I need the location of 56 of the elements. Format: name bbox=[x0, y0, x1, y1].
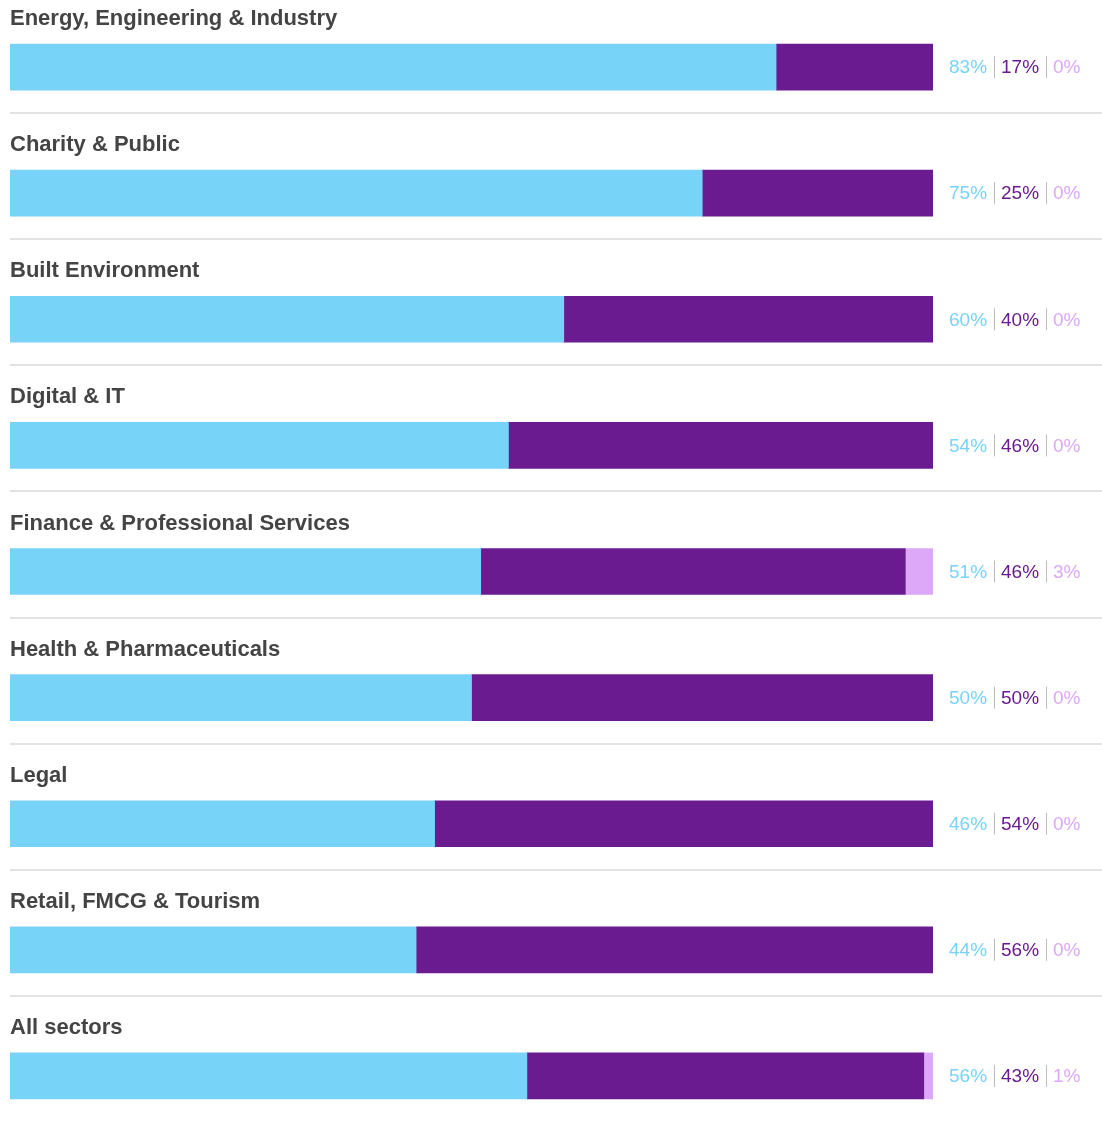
data-label: 46% bbox=[1001, 434, 1040, 456]
data-label: 43% bbox=[1001, 1065, 1040, 1087]
bar bbox=[10, 926, 417, 974]
data-label: 0% bbox=[1053, 182, 1081, 204]
y-tick-label: Charity & Public bbox=[10, 131, 180, 157]
bar bbox=[508, 422, 933, 469]
bar bbox=[923, 1052, 933, 1100]
data-label: 3% bbox=[1053, 560, 1081, 582]
y-tick-label: Built Environment bbox=[10, 257, 201, 283]
data-label: 75% bbox=[949, 182, 988, 204]
data-label: 17% bbox=[1001, 56, 1040, 78]
y-tick-label: Finance & Professional Services bbox=[10, 509, 350, 535]
bar bbox=[480, 548, 906, 595]
bar bbox=[904, 548, 933, 595]
bar bbox=[10, 800, 435, 848]
data-label: 0% bbox=[1053, 939, 1081, 961]
data-label: 0% bbox=[1053, 56, 1081, 78]
data-label: 46% bbox=[949, 812, 988, 834]
bar bbox=[10, 674, 472, 721]
data-label: 56% bbox=[1001, 939, 1040, 961]
y-tick-label: Digital & IT bbox=[10, 383, 126, 409]
bar bbox=[434, 800, 933, 848]
data-label: 51% bbox=[949, 560, 988, 582]
y-tick-label: Energy, Engineering & Industry bbox=[10, 5, 338, 31]
data-label: 1% bbox=[1053, 1065, 1081, 1087]
y-tick-label: Retail, FMCG & Tourism bbox=[10, 887, 261, 913]
data-label: 0% bbox=[1053, 812, 1081, 834]
bar bbox=[775, 43, 933, 91]
data-label: 25% bbox=[1001, 182, 1040, 204]
data-label: 40% bbox=[1001, 308, 1040, 330]
data-label: 54% bbox=[949, 434, 988, 456]
bar bbox=[10, 1052, 528, 1100]
bar bbox=[563, 295, 933, 343]
data-label: 0% bbox=[1053, 308, 1081, 330]
data-label: 54% bbox=[1001, 812, 1040, 834]
data-label: 46% bbox=[1001, 560, 1040, 582]
data-label: 0% bbox=[1053, 686, 1081, 708]
data-label: 83% bbox=[949, 56, 988, 78]
data-label: 56% bbox=[949, 1065, 988, 1087]
bar bbox=[10, 169, 703, 217]
bar bbox=[10, 422, 509, 469]
y-tick-label: All sectors bbox=[10, 1013, 123, 1039]
bar bbox=[10, 548, 482, 595]
bar bbox=[701, 169, 933, 217]
bar bbox=[415, 926, 933, 974]
y-tick-label: Legal bbox=[10, 761, 68, 787]
data-label: 0% bbox=[1053, 434, 1081, 456]
data-label: 50% bbox=[1001, 686, 1040, 708]
data-label: 44% bbox=[949, 939, 988, 961]
bar bbox=[10, 43, 777, 91]
bar bbox=[471, 674, 933, 721]
y-tick-label: Health & Pharmaceuticals bbox=[10, 635, 281, 661]
bar bbox=[526, 1052, 925, 1100]
bar bbox=[10, 295, 565, 343]
data-label: 60% bbox=[949, 308, 988, 330]
data-label: 50% bbox=[949, 686, 988, 708]
